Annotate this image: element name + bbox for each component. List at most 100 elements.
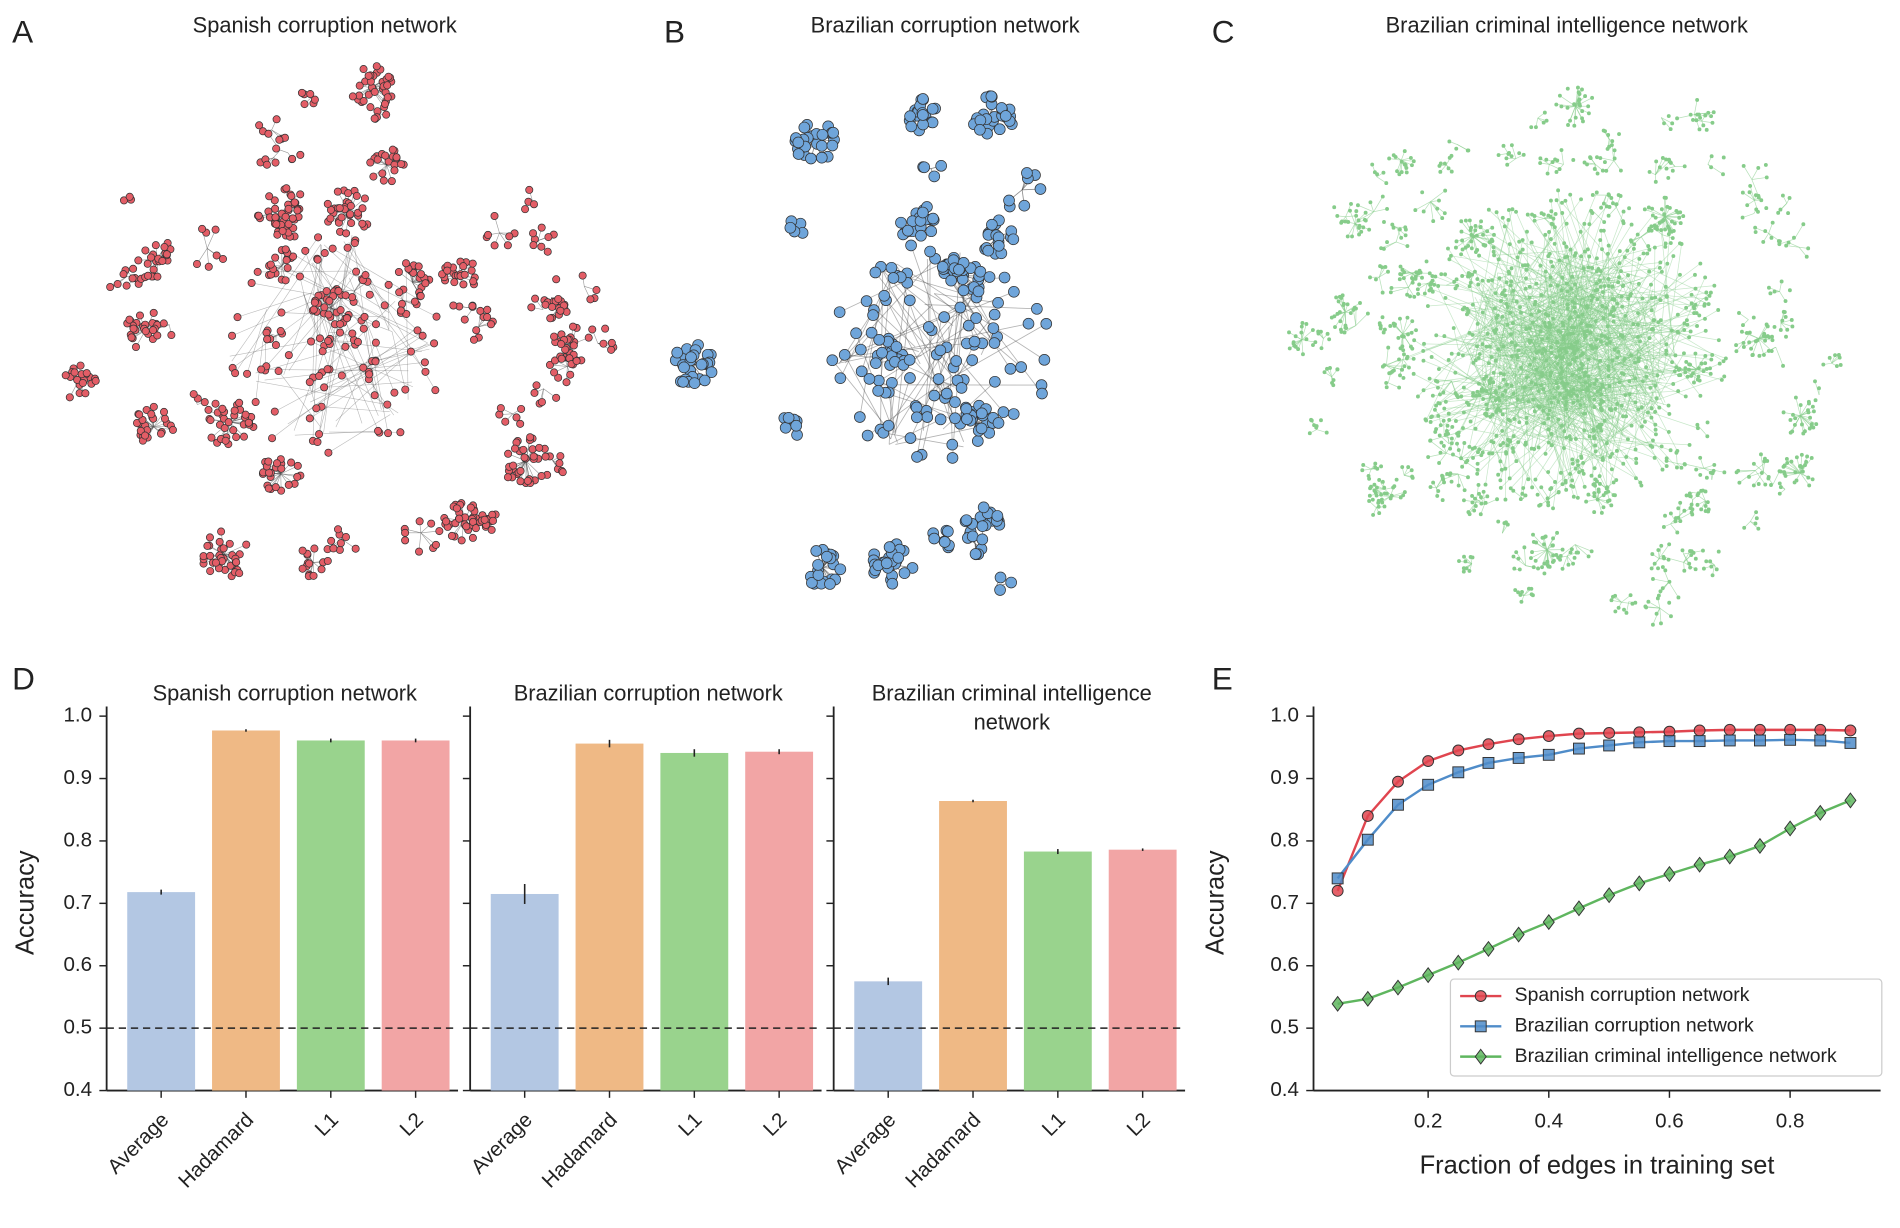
- network-edge: [237, 292, 313, 318]
- network-edge: [1684, 463, 1704, 469]
- network-node: [272, 220, 281, 229]
- network-node: [218, 404, 227, 413]
- network-node: [1325, 331, 1330, 336]
- network-node: [911, 451, 923, 463]
- network-node: [469, 335, 478, 344]
- network-node: [1377, 478, 1382, 482]
- network-node: [119, 270, 128, 279]
- network-node: [1004, 363, 1017, 375]
- network-node: [359, 65, 368, 74]
- network-node: [1609, 503, 1614, 508]
- network-node: [501, 417, 510, 426]
- network-node: [232, 433, 241, 442]
- network-node: [466, 503, 475, 512]
- network-node: [552, 275, 561, 284]
- network-node: [1827, 355, 1832, 360]
- network-node: [798, 121, 811, 134]
- network-node: [1675, 530, 1680, 535]
- network-node: [1544, 118, 1549, 123]
- network-node: [235, 569, 244, 578]
- network-node: [1431, 219, 1436, 224]
- network-node: [1387, 156, 1392, 161]
- network-node: [969, 548, 982, 560]
- network-node: [160, 414, 169, 423]
- network-node: [225, 539, 234, 548]
- network-node: [1734, 343, 1739, 348]
- network-node: [1401, 493, 1406, 498]
- network-node: [1592, 494, 1597, 499]
- network-node: [1501, 377, 1506, 382]
- network-node: [1593, 477, 1598, 482]
- network-node: [1441, 418, 1446, 423]
- network-node: [1667, 600, 1672, 605]
- network-node: [488, 516, 497, 525]
- network-node: [834, 372, 847, 384]
- network-node: [521, 205, 530, 214]
- network-node: [353, 337, 362, 346]
- network-node: [1786, 240, 1791, 245]
- network-node: [1370, 497, 1375, 502]
- network-node: [1554, 170, 1559, 174]
- network-node: [361, 271, 370, 280]
- network-edge: [1751, 167, 1759, 180]
- network-edge: [391, 331, 406, 390]
- network-node: [1007, 408, 1020, 420]
- network-node: [1654, 224, 1659, 229]
- network-node: [76, 361, 85, 370]
- network-node: [1604, 168, 1609, 173]
- network-node: [1781, 309, 1786, 314]
- network-node: [147, 410, 156, 419]
- network-node: [263, 335, 272, 344]
- network-node: [1659, 207, 1664, 212]
- network-node: [1784, 334, 1788, 339]
- network-node: [1441, 443, 1446, 448]
- network-node: [281, 245, 290, 254]
- network-node: [510, 444, 519, 453]
- network-node: [220, 424, 229, 433]
- network-node: [1666, 224, 1670, 229]
- network-node: [1384, 181, 1389, 186]
- network-node: [1406, 365, 1411, 370]
- network-node: [792, 136, 805, 149]
- network-edge: [1378, 276, 1384, 293]
- network-node: [1575, 393, 1580, 398]
- network-node: [144, 271, 153, 280]
- network-node: [1794, 455, 1799, 460]
- network-node: [1437, 433, 1442, 438]
- network-node: [1595, 171, 1600, 176]
- network-node: [1714, 567, 1719, 572]
- network-node: [1516, 556, 1521, 561]
- network-node: [554, 373, 563, 382]
- network-edge: [885, 299, 960, 385]
- network-edge: [838, 258, 936, 364]
- network-node: [1457, 559, 1461, 563]
- network-node: [207, 433, 216, 442]
- network-node: [336, 306, 345, 315]
- network-node: [949, 396, 961, 408]
- network-node: [1483, 243, 1487, 248]
- network-node: [352, 267, 361, 276]
- network-node: [1436, 385, 1440, 390]
- network-node: [371, 338, 380, 347]
- network-node: [532, 381, 541, 390]
- network-node: [342, 229, 351, 238]
- network-node: [1709, 564, 1714, 569]
- network-node: [1473, 496, 1477, 501]
- network-node: [1756, 165, 1761, 170]
- network-node: [1550, 160, 1555, 165]
- network-node: [1356, 218, 1361, 223]
- network-node: [1603, 129, 1607, 134]
- network-edge: [335, 351, 412, 422]
- network-node: [462, 522, 471, 531]
- network-node: [228, 331, 237, 340]
- network-node: [1366, 473, 1371, 478]
- network-node: [324, 336, 333, 345]
- network-node: [1408, 155, 1413, 160]
- network-edge: [1349, 210, 1356, 224]
- network-node: [677, 376, 689, 388]
- network-node: [1336, 299, 1341, 304]
- network-node: [262, 160, 271, 169]
- network-node: [1756, 193, 1761, 198]
- network-node: [1431, 480, 1436, 485]
